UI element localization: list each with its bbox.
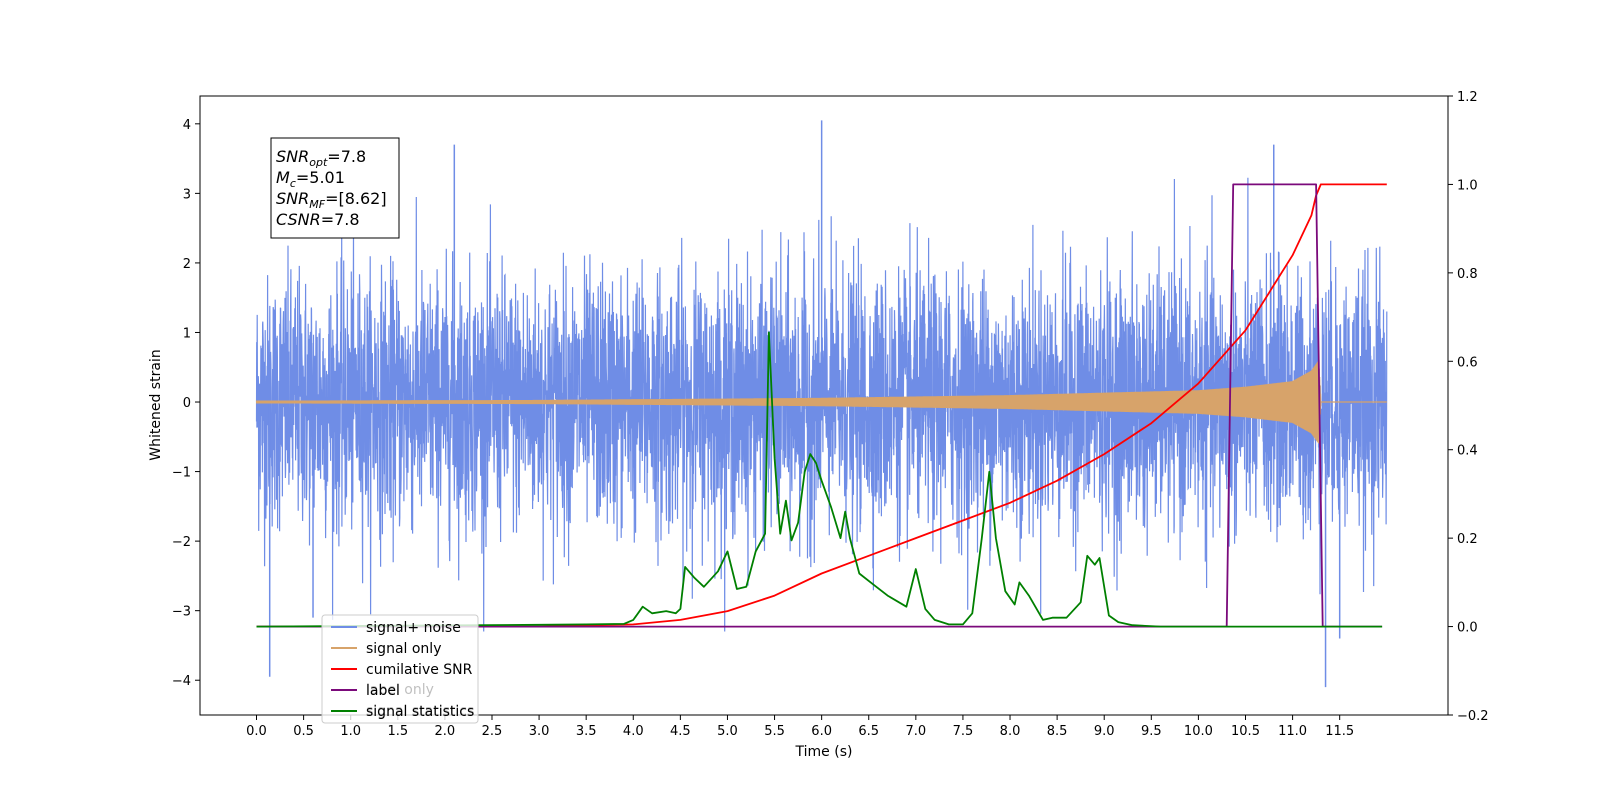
x-axis-label: Time (s): [795, 744, 853, 760]
x-tick-label: 2.5: [482, 724, 503, 739]
left-y-tick-label: −4: [172, 674, 191, 689]
x-tick-label: 3.0: [529, 724, 550, 739]
right-y-axis: −0.2 0.0 0.2 0.4 0.6 0.8 1.0 1.2: [1448, 90, 1489, 724]
x-tick-label: 1.5: [387, 724, 408, 739]
legend-ghost-label: label only: [366, 682, 434, 698]
legend-ghost-label: signal statistics: [366, 703, 474, 719]
x-tick-label: 11.0: [1278, 724, 1307, 739]
series-signal-only-line: [255, 360, 1387, 444]
left-y-tick-label: −2: [172, 535, 191, 550]
right-y-tick-label: −0.2: [1457, 709, 1489, 724]
left-y-tick-label: 3: [183, 187, 191, 202]
x-tick-label: 8.0: [1000, 724, 1021, 739]
series-signal-statistics-line: [256, 331, 1383, 628]
x-tick-label: 11.5: [1325, 724, 1354, 739]
right-y-tick-label: 0.4: [1457, 444, 1478, 459]
legend-frame: [321, 614, 479, 724]
x-tick-label: 8.5: [1047, 724, 1068, 739]
x-tick-label: 4.0: [623, 724, 644, 739]
x-tick-label: 3.5: [576, 724, 597, 739]
x-tick-label: 10.5: [1231, 724, 1260, 739]
plot-frame: [199, 95, 1449, 716]
info-box-line: SNRopt=7.8: [276, 147, 366, 169]
right-y-tick-label: 0.8: [1457, 267, 1478, 282]
left-y-tick-label: 1: [183, 326, 191, 341]
info-box-line: Mc=5.01: [276, 168, 345, 190]
info-box-line: CSNR=7.8: [276, 210, 360, 229]
right-y-tick-label: 1.0: [1457, 178, 1478, 193]
legend: signal+ noise signal only cumilative SNR la…: [321, 614, 479, 724]
x-tick-label: 0.5: [293, 724, 314, 739]
left-y-tick-label: 2: [183, 257, 191, 272]
legend-entry-label: signal only: [366, 641, 441, 657]
legend-entry-label: cumilative SNR: [366, 662, 473, 678]
x-tick-label: 6.0: [811, 724, 832, 739]
x-tick-label: 0.0: [246, 724, 267, 739]
legend-entry-label: signal+ noise: [366, 620, 461, 636]
x-tick-label: 9.0: [1094, 724, 1115, 739]
right-y-tick-label: 0.6: [1457, 355, 1478, 370]
x-tick-label: 7.0: [905, 724, 926, 739]
x-tick-label: 10.0: [1184, 724, 1213, 739]
series-cumilative-snr-line: [256, 183, 1387, 628]
y-axis-label: Whitened strain: [148, 349, 164, 460]
x-tick-label: 5.5: [764, 724, 785, 739]
x-tick-label: 5.0: [717, 724, 738, 739]
x-tick-label: 4.5: [670, 724, 691, 739]
right-y-tick-label: 0.0: [1457, 621, 1478, 636]
right-y-tick-label: 0.2: [1457, 532, 1478, 547]
legend-entry-label: label: [366, 683, 400, 699]
x-tick-label: 7.5: [953, 724, 974, 739]
info-box-line: SNRMF=[8.62]: [276, 189, 387, 211]
x-tick-label: 2.0: [435, 724, 456, 739]
left-y-axis: −4 −3 −2 −1 0 1 2 3 4: [172, 118, 200, 689]
x-tick-label: 9.5: [1141, 724, 1162, 739]
left-y-tick-label: −3: [172, 605, 191, 620]
plot-layer: [255, 120, 1388, 688]
x-tick-label: 6.5: [858, 724, 879, 739]
left-y-tick-label: −1: [172, 466, 191, 481]
legend-entry-label: signal statistics: [366, 704, 474, 720]
x-axis: 0.0 0.5 1.0 1.5 2.0 2.5 3.0 3.5 4.0 4.5 5.0 5.5 6.0 6…: [246, 715, 1354, 739]
info-box-frame: [270, 137, 400, 239]
x-tick-label: 1.0: [340, 724, 361, 739]
right-y-tick-label: 1.2: [1457, 90, 1478, 105]
left-y-tick-label: 0: [183, 396, 191, 411]
left-y-tick-label: 4: [183, 118, 191, 133]
